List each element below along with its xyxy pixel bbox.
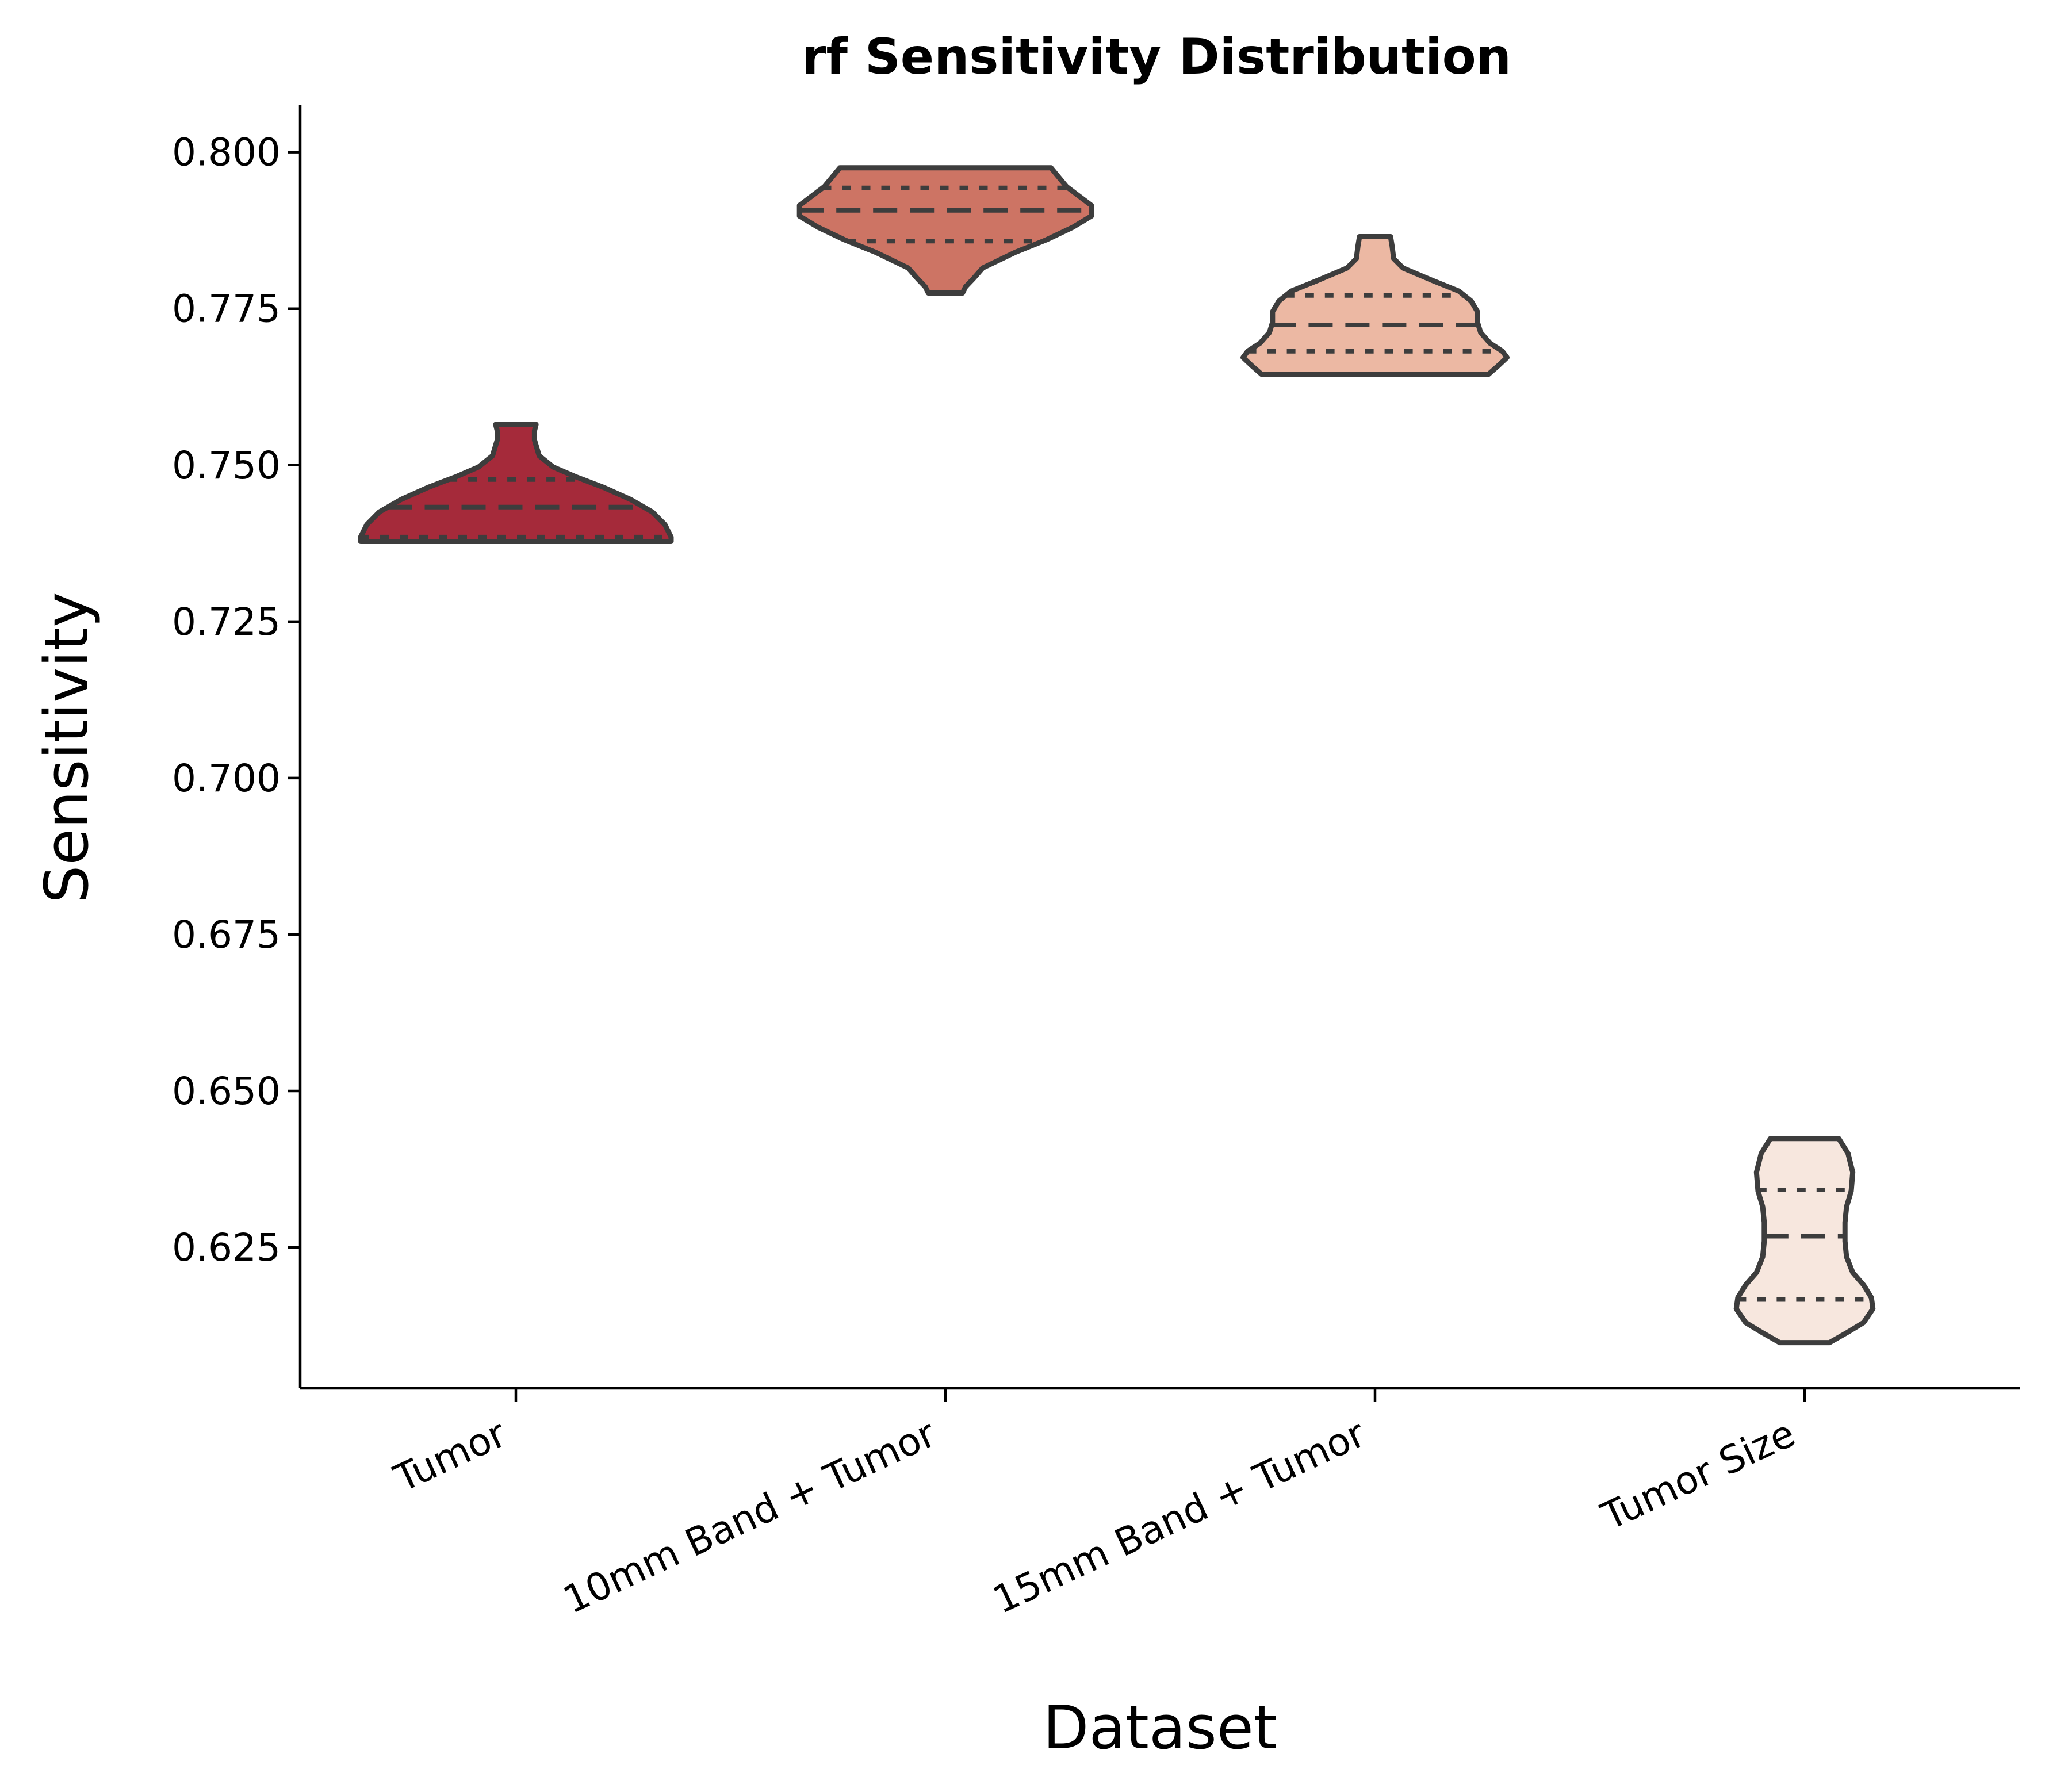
y-tick-label: 0.725 [172,600,281,644]
y-axis-ticks: 0.625 0.650 0.675 0.700 0.725 0.750 0.775 0.800 [172,131,300,1270]
y-axis-label: Sensitivity [32,592,102,903]
y-tick-label: 0.650 [172,1069,281,1113]
x-axis-ticks: Tumor 10mm Band + Tumor 15mm Band + Tumor T… [387,1388,1806,1622]
x-tick-label: 15mm Band + Tumor [986,1411,1373,1622]
violins-layer [358,165,1876,1346]
x-tick-label: 10mm Band + Tumor [557,1411,943,1622]
y-tick-label: 0.700 [172,756,281,801]
y-tick-label: 0.750 [172,443,281,488]
x-axis-label: Dataset [1043,1693,1277,1763]
chart-title: rf Sensitivity Distribution [802,28,1511,86]
violin-tumor [358,422,674,544]
y-tick-label: 0.800 [172,131,281,175]
y-tick-label: 0.625 [172,1226,281,1270]
x-tick-label: Tumor Size [1595,1411,1802,1540]
y-tick-label: 0.675 [172,913,281,957]
y-tick-label: 0.775 [172,287,281,331]
x-tick-label: Tumor [387,1411,513,1501]
violin-10mm-band-tumor [796,165,1094,296]
violin-15mm-band-tumor [1240,234,1510,377]
violin-tumor-size [1733,1136,1876,1346]
